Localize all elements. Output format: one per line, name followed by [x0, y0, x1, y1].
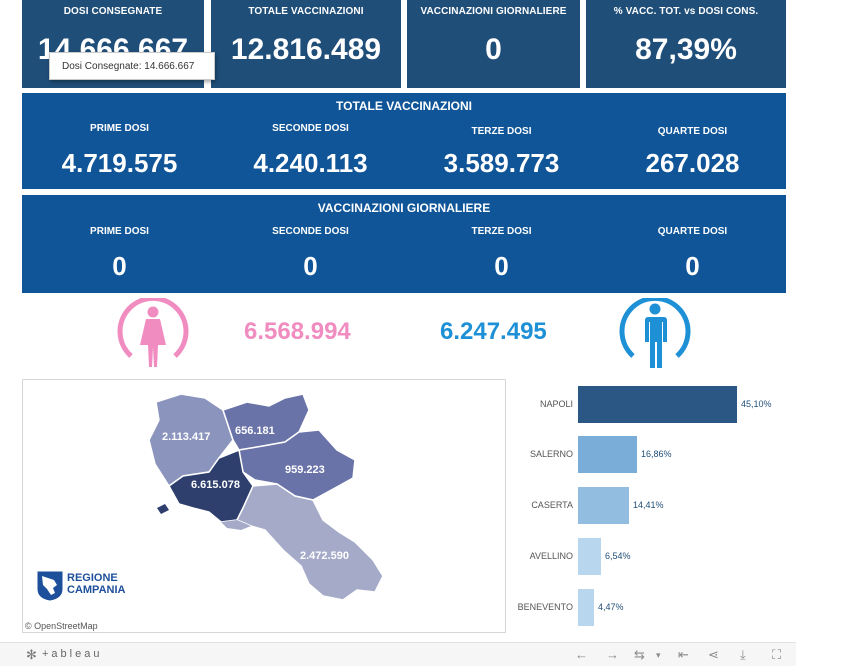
logo-line2: CAMPANIA — [67, 584, 126, 596]
bar-label-napoli: NAPOLI — [539, 398, 573, 409]
col-label: QUARTE DOSI — [657, 126, 728, 137]
reset-icon[interactable]: ⇤ — [678, 647, 689, 662]
female-icon — [117, 298, 189, 367]
col-value: 4.719.575 — [61, 148, 178, 178]
kpi-value: 12.816.489 — [230, 33, 382, 66]
col-label: PRIME DOSI — [90, 226, 149, 237]
redo-icon[interactable]: → — [606, 647, 619, 662]
col-label: TERZE DOSI — [471, 126, 532, 137]
napoli-value: 6.615.078 — [191, 479, 240, 491]
kpi-percentuale[interactable]: % VACC. TOT. vs DOSI CONS. 87,39% — [586, 0, 786, 88]
bar-label-avellino: AVELLINO — [529, 550, 573, 561]
kpi-vaccinazioni-giornaliere[interactable]: VACCINAZIONI GIORNALIERE 0 — [407, 0, 580, 88]
bar-value-napoli: 45,10% — [741, 398, 772, 409]
bar-benevento[interactable] — [578, 589, 594, 626]
map-panel[interactable]: 2.113.417 656.181 959.223 6.615.078 2.47… — [22, 379, 506, 633]
caserta-value: 2.113.417 — [162, 431, 211, 443]
col-label: TERZE DOSI — [471, 226, 532, 237]
vaccinazioni-giornaliere-panel: VACCINAZIONI GIORNALIERE PRIME DOSI 0 SE… — [22, 195, 786, 293]
avellino-value: 959.223 — [285, 464, 325, 476]
bar-value-avellino: 6,54% — [605, 550, 631, 561]
col-label: QUARTE DOSI — [657, 226, 728, 237]
kpi-value: 0 — [485, 33, 502, 66]
prime-dosi[interactable]: PRIME DOSI 0 — [24, 226, 215, 282]
tableau-brand[interactable]: +ableau — [42, 648, 103, 660]
col-value: 0 — [494, 251, 509, 281]
share-icon[interactable]: ⋖ — [708, 647, 719, 662]
quarte-dosi[interactable]: QUARTE DOSI 267.028 — [597, 126, 788, 179]
campania-map[interactable] — [23, 380, 506, 633]
bar-napoli[interactable] — [578, 386, 737, 423]
bar-value-benevento: 4,47% — [598, 601, 624, 612]
salerno-province — [235, 483, 384, 601]
bar-caserta[interactable] — [578, 487, 629, 524]
logo-line1: REGIONE — [67, 572, 118, 584]
dropdown-icon[interactable]: ▾ — [656, 650, 661, 660]
bar-salerno[interactable] — [578, 436, 637, 473]
benevento-province — [222, 393, 310, 451]
salerno-value: 2.472.590 — [300, 550, 349, 562]
campania-crest-icon — [37, 571, 63, 601]
kpi-label: VACCINAZIONI GIORNALIERE — [420, 6, 567, 17]
undo-icon[interactable]: ← — [575, 647, 588, 662]
col-value: 0 — [112, 251, 127, 281]
terze-dosi[interactable]: TERZE DOSI 0 — [406, 226, 597, 282]
col-value: 267.028 — [645, 148, 740, 178]
panel-title: VACCINAZIONI GIORNALIERE — [317, 201, 491, 215]
download-icon[interactable]: ⤓ — [740, 647, 746, 662]
regione-campania-logo: REGIONE CAMPANIA — [37, 571, 147, 603]
col-value: 3.589.773 — [443, 148, 560, 178]
male-count: 6.247.495 — [440, 318, 547, 345]
fullscreen-icon[interactable]: ⛶ — [772, 647, 782, 662]
bar-label-benevento: BENEVENTO — [517, 601, 573, 612]
col-value: 4.240.113 — [253, 148, 368, 178]
seconde-dosi[interactable]: SECONDE DOSI 0 — [215, 226, 406, 282]
bar-value-caserta: 14,41% — [633, 499, 664, 510]
prime-dosi[interactable]: PRIME DOSI 4.719.575 — [24, 123, 215, 179]
tooltip: Dosi Consegnate: 14.666.667 — [49, 52, 215, 80]
female-count: 6.568.994 — [244, 318, 351, 345]
totale-vaccinazioni-panel: TOTALE VACCINAZIONI PRIME DOSI 4.719.575… — [22, 93, 786, 189]
seconde-dosi[interactable]: SECONDE DOSI 4.240.113 — [215, 123, 406, 179]
col-value: 0 — [685, 251, 700, 281]
col-value: 0 — [303, 251, 318, 281]
kpi-label: DOSI CONSEGNATE — [63, 6, 163, 17]
bar-value-salerno: 16,86% — [641, 448, 672, 459]
male-icon — [619, 298, 691, 368]
bar-avellino[interactable] — [578, 538, 601, 575]
kpi-totale-vaccinazioni[interactable]: TOTALE VACCINAZIONI 12.816.489 — [211, 0, 401, 88]
tooltip-value: 14.666.667 — [144, 61, 195, 72]
tableau-logo-icon[interactable]: ✻ — [26, 647, 37, 662]
panel-title: TOTALE VACCINAZIONI — [336, 99, 472, 113]
col-label: SECONDE DOSI — [272, 123, 349, 134]
quarte-dosi[interactable]: QUARTE DOSI 0 — [597, 226, 788, 282]
kpi-label: % VACC. TOT. vs DOSI CONS. — [613, 6, 759, 17]
col-label: SECONDE DOSI — [272, 226, 349, 237]
tableau-toolbar: ✻ +ableau ← → ⇆ ▾ ⇤ ⋖ ⤓ ⛶ — [0, 642, 796, 666]
kpi-value: 87,39% — [635, 33, 737, 66]
bar-label-salerno: SALERNO — [529, 448, 573, 459]
ischia-island — [157, 504, 169, 514]
map-attribution[interactable]: © OpenStreetMap — [25, 621, 98, 631]
col-label: PRIME DOSI — [90, 123, 149, 134]
terze-dosi[interactable]: TERZE DOSI 3.589.773 — [406, 126, 597, 179]
revert-icon[interactable]: ⇆ — [634, 647, 645, 662]
tooltip-label: Dosi Consegnate: — [62, 61, 142, 72]
benevento-value: 656.181 — [235, 425, 275, 437]
bar-label-caserta: CASERTA — [531, 499, 573, 510]
kpi-label: TOTALE VACCINAZIONI — [248, 6, 364, 17]
